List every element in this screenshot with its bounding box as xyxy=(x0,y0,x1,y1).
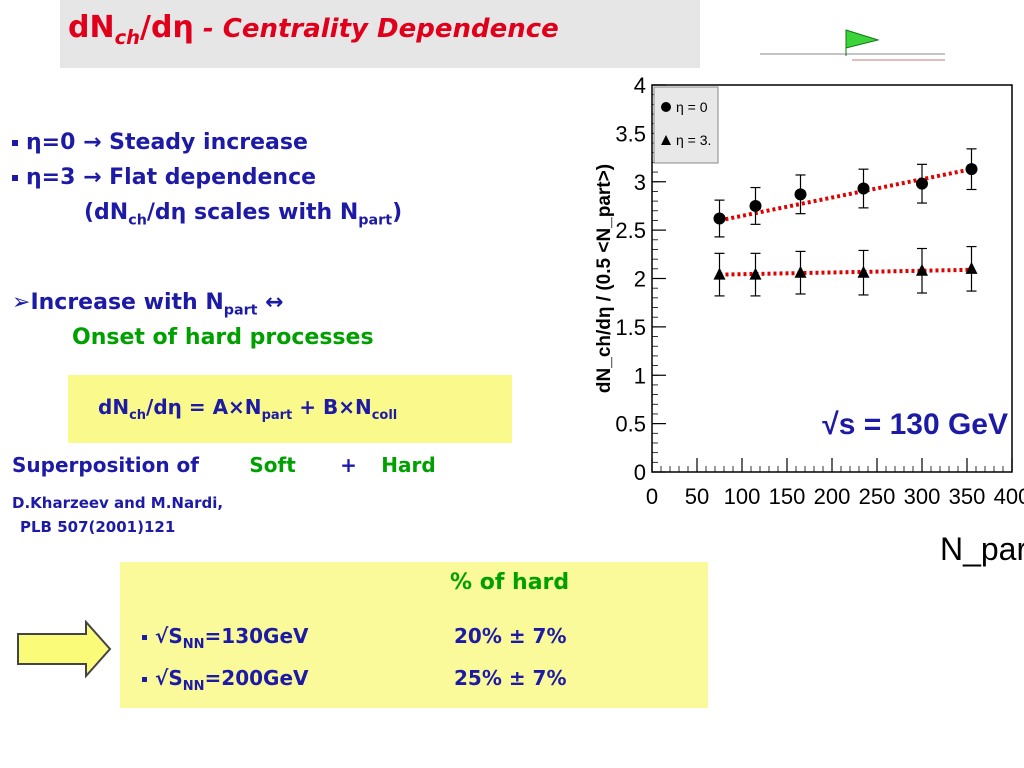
legend-label: η = 0 xyxy=(676,99,708,115)
bullet-icon xyxy=(12,140,18,146)
hard-value: 25% ± 7% xyxy=(454,666,567,690)
y-axis-label: dN_ch/dη / (0.5 <N_part>) xyxy=(594,164,615,393)
increase-statement: ➢Increase with Npart ↔ xyxy=(12,290,284,319)
legend-marker-circle xyxy=(661,102,671,112)
x-tick-label: 50 xyxy=(685,484,709,509)
legend: η = 0 η = 3. xyxy=(653,86,719,164)
data-point-triangle xyxy=(713,267,726,280)
superposition: Superposition of Soft + Hard xyxy=(12,453,436,477)
y-tick-label: 4 xyxy=(634,75,646,98)
hard-value: 20% ± 7% xyxy=(454,624,567,648)
data-point-triangle xyxy=(965,261,978,274)
fit-line xyxy=(719,267,972,277)
x-tick-label: 400 xyxy=(994,484,1024,509)
formula-box: dNch/dη = A×Npart + B×Ncoll xyxy=(68,375,512,443)
data-point-circle xyxy=(794,188,807,201)
hard-header: % of hard xyxy=(450,570,570,595)
hard-fraction-box: % of hard √SNN=130GeV 20% ± 7% √SNN=200G… xyxy=(120,562,708,708)
data-point-triangle xyxy=(794,265,807,278)
x-tick-label: 350 xyxy=(949,484,986,509)
hard-row: √SNN=200GeV xyxy=(142,666,308,693)
formula: dNch/dη = A×Npart + B×Ncoll xyxy=(98,395,398,423)
y-tick-label: 3 xyxy=(634,170,646,195)
arrow-bullet-icon: ➢ xyxy=(12,290,31,315)
title-bar: dNch/dη - Centrality Dependence xyxy=(60,0,700,68)
x-tick-label: 250 xyxy=(859,484,896,509)
y-tick-label: 1 xyxy=(634,363,646,388)
fit-line xyxy=(719,167,972,223)
data-point-circle xyxy=(916,177,928,190)
data-point-circle xyxy=(713,212,726,225)
x-tick-label: 200 xyxy=(814,484,851,509)
data-point-circle xyxy=(857,182,870,195)
centrality-chart: 0 0.5 1 1.5 2 2.5 3 3.5 4 0 50 100 150 200 250 300 350 40… xyxy=(560,73,1024,575)
bullet-icon xyxy=(142,677,147,682)
bullet-eta0: η=0 → Steady increase xyxy=(12,130,308,155)
reference-line1: D.Kharzeev and M.Nardi, xyxy=(12,494,224,512)
data-point-triangle xyxy=(916,263,928,276)
y-tick-label: 0 xyxy=(634,460,646,485)
legend-box xyxy=(653,86,719,164)
x-tick-label: 150 xyxy=(769,484,806,509)
x-tick-label: 100 xyxy=(724,484,761,509)
bullet-eta3: η=3 → Flat dependence xyxy=(12,165,316,190)
data-point-circle xyxy=(965,163,978,176)
chart-svg: 0 0.5 1 1.5 2 2.5 3 3.5 4 0 50 100 150 200 250 300 350 40… xyxy=(594,73,1024,567)
legend-label: η = 3. xyxy=(676,132,711,148)
bullet-icon xyxy=(12,175,18,181)
legend-marker-triangle xyxy=(661,135,671,145)
data-point-triangle xyxy=(749,267,762,280)
experiment-logo-icon xyxy=(760,29,945,61)
data-point-triangle xyxy=(857,265,870,278)
energy-annotation: √s = 130 GeV xyxy=(822,408,1008,441)
y-tick-label: 1.5 xyxy=(615,315,646,340)
y-tick-label: 2 xyxy=(634,267,646,292)
x-axis-label: N_part xyxy=(940,531,1024,567)
x-tick-label: 300 xyxy=(904,484,941,509)
y-tick-label: 0.5 xyxy=(615,412,646,437)
bullet-icon xyxy=(142,635,147,640)
reference-line2: PLB 507(2001)121 xyxy=(20,518,176,536)
hard-row: √SNN=130GeV xyxy=(142,624,308,651)
page-title: dNch/dη - Centrality Dependence xyxy=(68,10,559,49)
x-tick-label: 0 xyxy=(646,484,658,509)
scales-note: (dNch/dη scales with Npart) xyxy=(84,200,403,229)
y-tick-label: 3.5 xyxy=(615,121,646,146)
right-arrow-icon xyxy=(17,620,112,678)
data-point-circle xyxy=(749,199,762,212)
y-tick-label: 2.5 xyxy=(615,218,646,243)
onset-statement: Onset of hard processes xyxy=(72,325,374,350)
